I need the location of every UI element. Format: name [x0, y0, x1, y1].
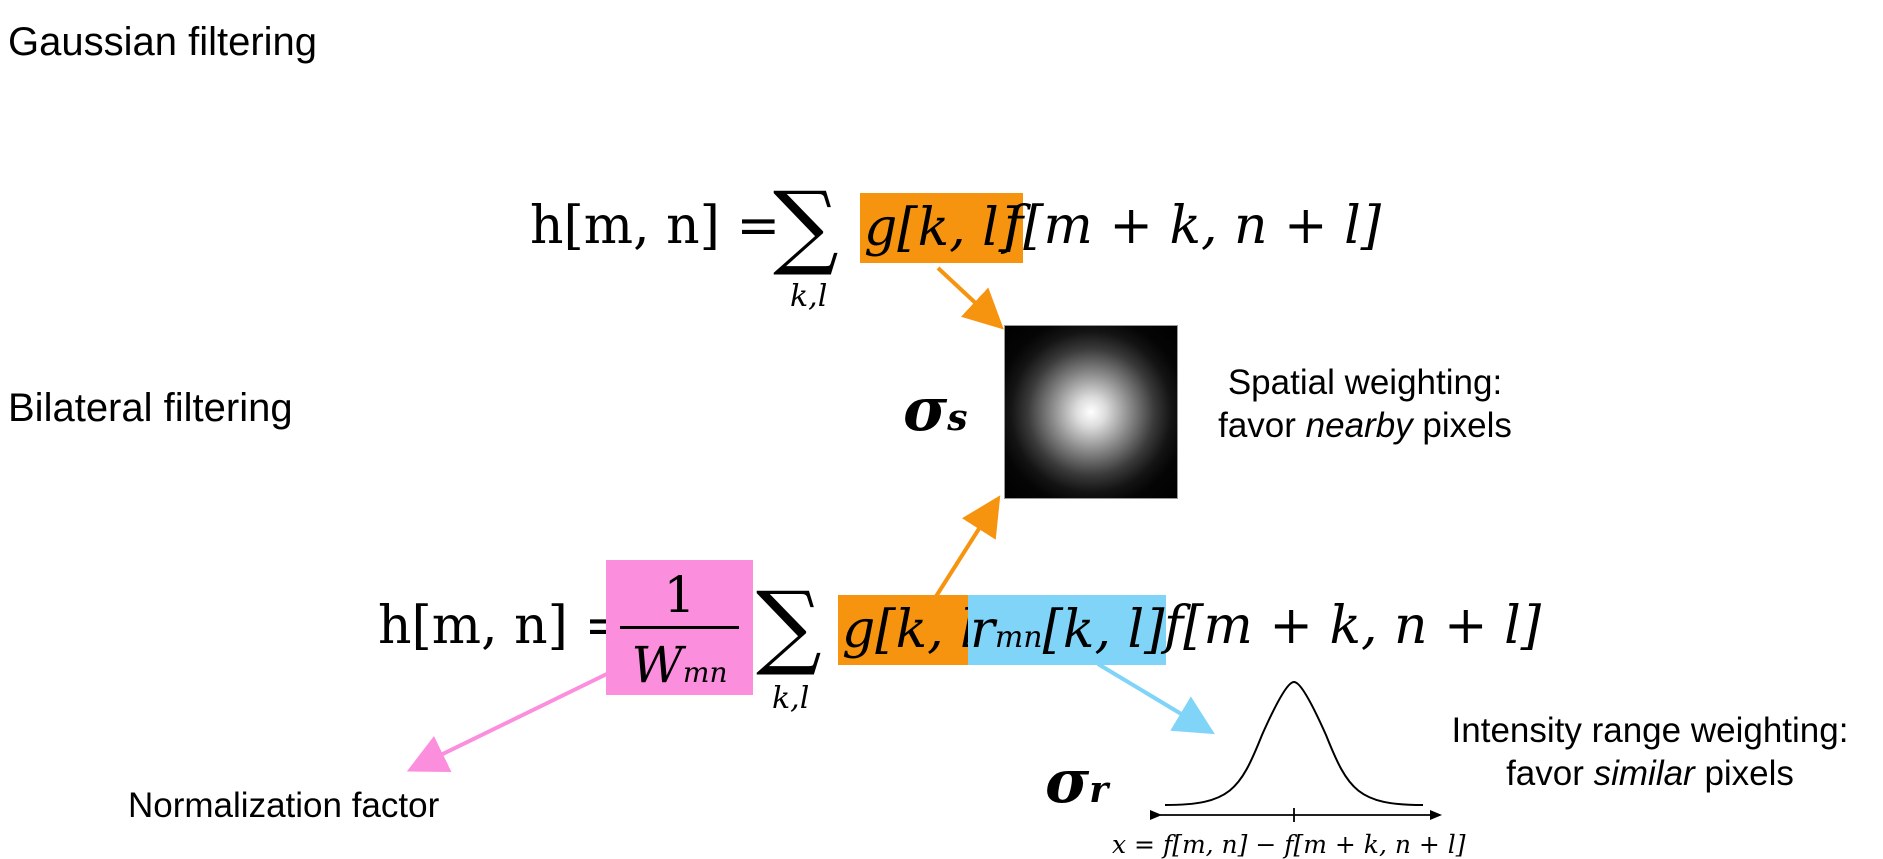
spatial-weighting-line1: Spatial weighting: — [1227, 363, 1503, 402]
bilateral-f-term: f[m + k, n + l] — [1164, 596, 1542, 656]
arrow-bilateral-g-to-kernel — [933, 495, 1001, 600]
range-weighting-line1: Intensity range weighting: — [1451, 711, 1849, 750]
gaussian-f-term: f[m + k, n + l] — [1004, 196, 1382, 256]
range-gaussian-curve — [1164, 680, 1424, 806]
bilateral-filtering-title: Bilateral filtering — [8, 386, 293, 430]
sigma-r: σr — [1045, 747, 1109, 817]
gaussian-sum-index: k,l — [790, 279, 828, 314]
normalization-fraction: 1 Wmn — [606, 560, 753, 695]
fraction-bar — [620, 626, 739, 629]
gaussian-kernel-image — [1004, 325, 1178, 499]
bilateral-r-term: rmn[k, l] — [968, 595, 1167, 665]
sigma-s: σs — [903, 375, 968, 445]
arrow-fraction-to-normalization — [406, 668, 616, 772]
spatial-weighting-note: Spatial weighting: favor nearby pixels — [1180, 362, 1550, 447]
fraction-numerator: 1 — [663, 566, 696, 624]
range-weighting-note: Intensity range weighting: favor similar… — [1420, 710, 1880, 795]
normalization-factor-label: Normalization factor — [128, 786, 440, 825]
gaussian-filtering-title: Gaussian filtering — [8, 20, 318, 64]
range-weighting-line2: favor similar pixels — [1506, 753, 1794, 793]
x-axis-label: x = f[m, n] − f[m + k, n + l] — [1112, 830, 1466, 859]
arrow-r-to-range — [1096, 662, 1215, 735]
arrow-g-to-kernel — [936, 266, 1004, 330]
gaussian-g-term: g[k, l] — [860, 193, 1024, 263]
spatial-weighting-line2: favor nearby pixels — [1218, 405, 1512, 445]
bilateral-lhs: h[m, n] = — [378, 596, 629, 656]
bilateral-sum-index: k,l — [772, 681, 810, 716]
gaussian-sum-symbol: ∑ — [773, 172, 839, 279]
bilateral-sum-symbol: ∑ — [756, 572, 822, 679]
gaussian-lhs: h[m, n] = — [530, 196, 781, 256]
fraction-denominator: Wmn — [631, 636, 728, 694]
